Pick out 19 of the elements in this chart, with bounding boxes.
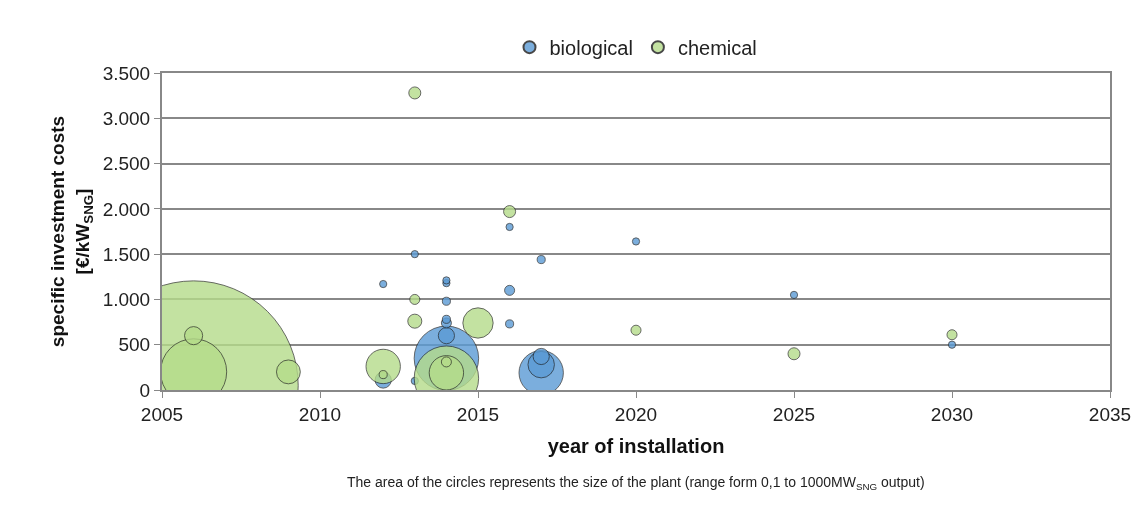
x-tick-label: 2005 [140, 403, 184, 425]
x-tick-label: 2035 [1088, 403, 1132, 425]
x-tick-label: 2030 [930, 403, 974, 425]
x-tick-label: 2015 [456, 403, 500, 425]
x-tick-label: 2025 [772, 403, 816, 425]
x-tick-label: 2020 [614, 403, 658, 425]
y-tick-label: 2.000 [102, 198, 151, 220]
y-tick-label: 2.500 [102, 153, 151, 175]
y-tick-label: 1.500 [102, 243, 151, 265]
y-tick-label: 0 [139, 379, 151, 401]
text: The area of the circles represents the size of the plant (range form 0,1 to 1000MW$_{SNG}$ output) [347, 474, 925, 492]
x-tick-label: 2010 [298, 403, 342, 425]
legend-label: biological [549, 36, 633, 59]
y-tick-label: 3.500 [102, 62, 151, 84]
y-tick-label: 1.000 [102, 289, 151, 311]
y-tick-label: 500 [118, 334, 151, 356]
legend-label: chemical [677, 36, 757, 59]
y-tick-label: 3.000 [102, 107, 151, 129]
x-axis-title: year of installation [547, 434, 725, 457]
